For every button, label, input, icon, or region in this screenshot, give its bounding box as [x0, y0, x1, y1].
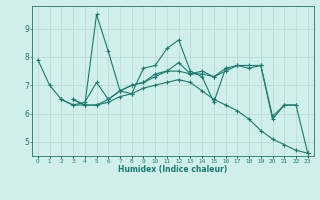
X-axis label: Humidex (Indice chaleur): Humidex (Indice chaleur)	[118, 165, 228, 174]
